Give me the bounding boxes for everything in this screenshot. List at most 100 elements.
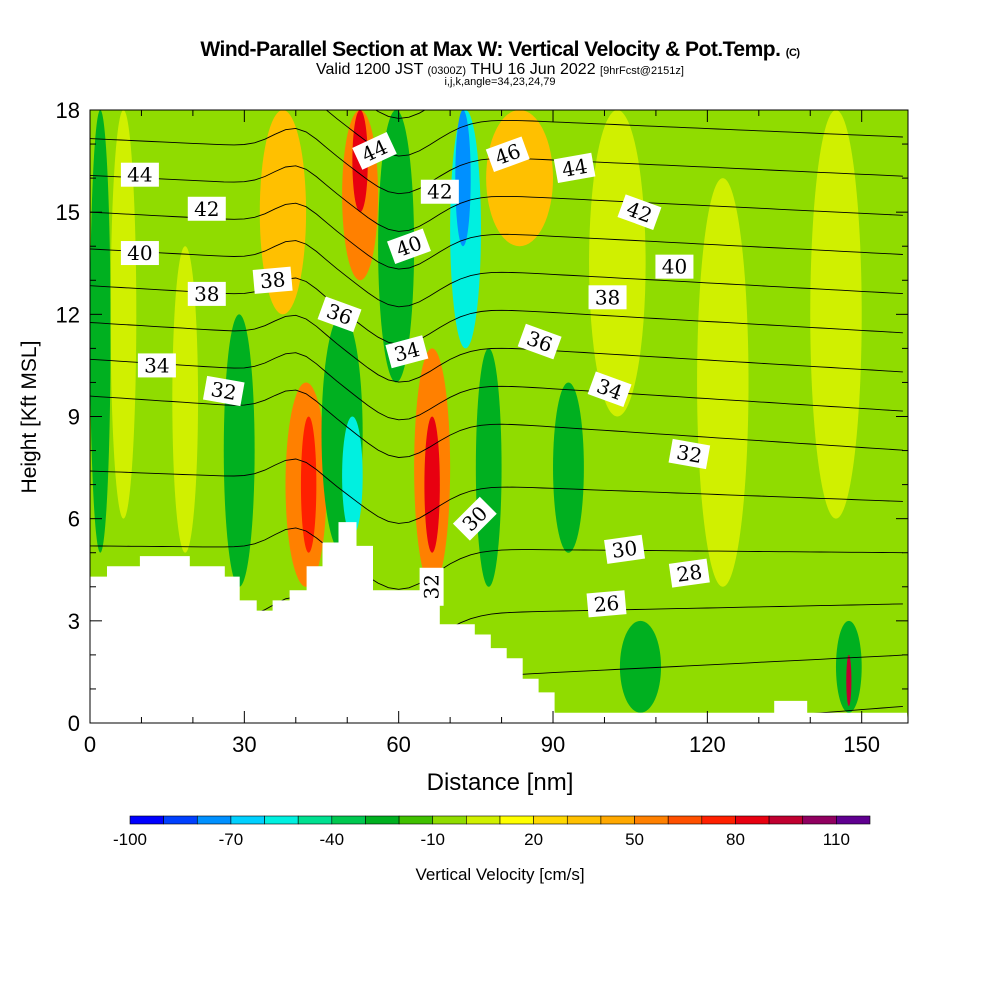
terrain-fill	[90, 522, 908, 723]
velocity-region	[486, 110, 554, 247]
contour-label-text: 42	[194, 197, 219, 221]
y-tick-label: 15	[56, 200, 80, 225]
subtitle-forecast: [9hrFcst@2151z]	[600, 65, 684, 77]
colorbar-tick-label: 20	[524, 830, 543, 849]
contour-label-bg	[617, 194, 662, 230]
x-tick-label: 0	[84, 732, 96, 757]
chart-title: Wind-Parallel Section at Max W: Vertical…	[0, 38, 1000, 62]
theta-contour-31	[90, 458, 903, 524]
y-tick-label: 6	[68, 507, 80, 532]
contour-label-text: 32	[209, 377, 238, 405]
colorbar-tick-label: -70	[219, 830, 244, 849]
contour-label: 34	[137, 353, 176, 378]
colorbar-swatch	[432, 815, 467, 825]
velocity-region	[697, 178, 749, 587]
contour-label: 38	[588, 285, 627, 310]
contour-label: 44	[120, 162, 159, 187]
theta-contour-43	[90, 0, 903, 43]
velocity-region	[810, 110, 862, 519]
colorbar-swatch	[768, 815, 804, 825]
theta-contour-40	[325, 110, 903, 157]
y-tick-label: 0	[68, 711, 80, 736]
contour-label-text: 38	[595, 285, 620, 309]
velocity-region	[553, 382, 584, 553]
contour-label-text: 34	[144, 353, 169, 377]
x-axis-label: Distance [nm]	[427, 769, 574, 796]
contour-label-bg	[120, 162, 159, 187]
velocity-region	[110, 110, 137, 519]
contour-label: 42	[420, 179, 459, 204]
x-tick-label: 90	[541, 732, 565, 757]
terrain	[90, 522, 908, 723]
contour-label: 42	[187, 196, 226, 221]
contour-label-text: 42	[427, 180, 452, 204]
colorbar-swatch	[264, 815, 299, 825]
contour-label-bg	[588, 285, 627, 310]
colorbar-swatch	[163, 815, 198, 825]
contour-label-bg	[120, 241, 159, 266]
contour-label: 34	[385, 335, 429, 369]
theta-contour-33	[90, 352, 903, 421]
colorbar-swatch	[802, 815, 837, 825]
velocity-region	[455, 110, 471, 247]
colorbar-tick-label: -10	[420, 830, 445, 849]
contour-label-bg	[352, 131, 397, 170]
contour-label-bg	[517, 323, 562, 360]
colorbar-swatch	[566, 815, 602, 825]
theta-contour-30	[90, 527, 903, 590]
theta-contour-36	[90, 240, 903, 308]
colorbar-swatch	[331, 815, 366, 825]
contour-label-bg	[668, 438, 711, 470]
velocity-region	[90, 110, 111, 553]
colorbar-tick-label: 50	[625, 830, 644, 849]
colorbar-swatch	[196, 815, 232, 825]
colorbar-tick-label: -100	[113, 830, 147, 849]
contour-label-bg	[452, 496, 497, 541]
contour-label-text: 32	[420, 574, 444, 599]
theta-contour-41	[375, 110, 426, 119]
y-tick-label: 18	[56, 98, 80, 123]
contour-label: 32	[202, 375, 245, 407]
contour-label: 44	[352, 131, 397, 170]
velocity-region	[342, 416, 363, 536]
contour-label: 44	[553, 152, 596, 184]
contour-label-text: 44	[127, 163, 152, 187]
velocity-region	[300, 416, 317, 553]
contour-label-text: 38	[259, 267, 286, 293]
contour-label-bg	[604, 534, 646, 564]
velocity-region	[589, 110, 646, 417]
colorbar-swatch	[129, 815, 164, 825]
contour-label: 26	[586, 590, 627, 618]
contour-label-bg	[485, 136, 530, 173]
colorbar-swatch	[836, 815, 871, 825]
contour-label: 38	[252, 266, 293, 294]
contour-label-text: 30	[610, 536, 639, 563]
chart-subtitle: Valid 1200 JST (0300Z) THU 16 Jun 2022 […	[0, 61, 1000, 79]
colorbar-swatch	[230, 815, 265, 825]
contour-label-text: 40	[127, 241, 152, 265]
contour-label-bg	[137, 353, 176, 378]
contour-label-text: 28	[675, 560, 704, 587]
contour-label-text: 38	[194, 282, 219, 306]
contour-label: 28	[668, 558, 710, 588]
velocity-region	[424, 416, 440, 553]
contour-label-text: 40	[662, 255, 687, 279]
contour-label: 38	[187, 281, 226, 306]
contour-label-bg	[655, 254, 694, 279]
contour-label-bg	[420, 179, 459, 204]
subtitle-date: THU 16 Jun 2022	[470, 61, 596, 78]
colorbar-swatch	[735, 815, 770, 825]
contour-label: 30	[604, 534, 646, 564]
velocity-region	[172, 246, 199, 553]
y-tick-label: 3	[68, 609, 80, 634]
theta-contour-42	[90, 16, 903, 80]
contour-label: 40	[120, 241, 159, 266]
colorbar-tick-label: -40	[320, 830, 345, 849]
contour-label-bg	[553, 152, 596, 184]
contour-label-text: 44	[560, 154, 589, 182]
theta-contour-34	[90, 314, 903, 383]
colorbar-tick-label: 80	[726, 830, 745, 849]
x-tick-label: 150	[843, 732, 880, 757]
colorbar-swatch	[533, 815, 568, 825]
velocity-region	[846, 654, 852, 706]
